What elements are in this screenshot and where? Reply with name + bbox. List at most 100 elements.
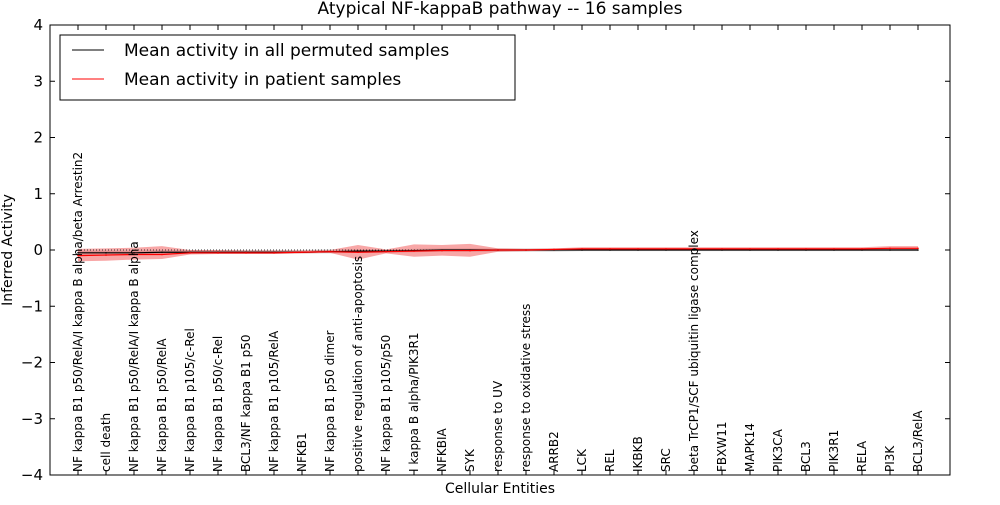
line-patient-point: [189, 252, 191, 254]
y-tick-label: −2: [21, 354, 43, 372]
legend-label-patient: Mean activity in patient samples: [124, 70, 401, 90]
y-tick-label: 3: [33, 72, 43, 90]
x-tick-label: RELA: [855, 440, 869, 472]
line-patient-point: [609, 248, 611, 250]
line-permuted-point: [161, 251, 163, 254]
x-tick-label: NF kappa B1 p105/p50: [379, 335, 393, 472]
chart-legend: Mean activity in all permuted samples Me…: [59, 34, 516, 101]
x-tick-label: NF kappa B1 p50/c-Rel: [211, 336, 225, 472]
line-patient-point: [525, 249, 527, 251]
line-permuted-point: [77, 252, 79, 254]
line-patient-point: [581, 248, 583, 250]
line-patient-point: [469, 249, 471, 252]
line-permuted-point: [665, 249, 667, 251]
x-tick-label: IKBKB: [631, 436, 645, 472]
line-patient-point: [245, 252, 247, 254]
x-tick-label: NF kappa B1 p105/RelA: [267, 330, 281, 472]
x-tick-label: PI3K: [883, 445, 897, 472]
series-lines: [77, 247, 919, 257]
line-patient-point: [413, 250, 415, 252]
line-permuted-point: [105, 252, 107, 254]
line-patient-point: [917, 247, 919, 250]
line-permuted-point: [805, 249, 807, 251]
line-patient-point: [105, 254, 107, 256]
x-tick-label: BCL3: [799, 441, 813, 472]
line-patient-point: [777, 248, 779, 250]
y-tick-label: −1: [21, 297, 43, 315]
line-permuted-point: [721, 249, 723, 251]
line-patient-point: [637, 248, 639, 250]
line-permuted-point: [777, 249, 779, 251]
band-patient: [78, 243, 918, 262]
line-permuted-point: [581, 249, 583, 251]
x-tick-label: response to UV: [491, 380, 505, 472]
line-patient-point: [329, 250, 331, 253]
x-tick-label: BCL3/RelA: [911, 410, 925, 472]
x-tick-label: I kappa B alpha/PIK3R1: [407, 333, 421, 472]
x-axis-category-labels: NF kappa B1 p50/RelA/I kappa B alpha/bet…: [71, 25, 925, 475]
line-patient-point: [497, 249, 499, 251]
line-patient-point: [133, 253, 135, 256]
line-permuted-point: [133, 252, 135, 254]
line-permuted-point: [357, 250, 359, 252]
x-tick-label: FBXW11: [715, 422, 729, 473]
line-patient-point: [665, 248, 667, 250]
x-tick-label: PIK3CA: [771, 428, 785, 472]
x-tick-label: BCL3/NF kappa B1 p50: [239, 334, 253, 472]
x-tick-label: NFKB1: [295, 432, 309, 472]
line-patient-point: [441, 249, 443, 252]
x-tick-label: positive regulation of anti-apoptosis: [351, 256, 365, 472]
line-permuted-point: [693, 249, 695, 251]
x-axis-label: Cellular Entities: [445, 481, 555, 497]
x-tick-label: NF kappa B1 p50/RelA: [155, 338, 169, 472]
y-axis-ticks: −4 −3 −2 −1 0 1 2 3 4: [21, 16, 950, 484]
y-tick-label: −3: [21, 410, 43, 428]
x-tick-label: PIK3R1: [827, 430, 841, 472]
line-patient-point: [861, 248, 863, 250]
line-permuted-point: [861, 249, 863, 251]
line-patient-point: [805, 248, 807, 250]
line-permuted-point: [889, 249, 891, 251]
y-tick-label: 1: [33, 185, 43, 203]
y-tick-label: −4: [21, 466, 43, 484]
x-tick-label: NF kappa B1 p50/RelA/I kappa B alpha/bet…: [71, 152, 85, 472]
legend-label-permuted: Mean activity in all permuted samples: [124, 41, 449, 61]
x-tick-label: SRC: [659, 448, 673, 472]
x-tick-label: NF kappa B1 p50 dimer: [323, 330, 337, 472]
line-permuted-point: [917, 249, 919, 251]
line-patient-point: [301, 251, 303, 254]
line-patient-point: [385, 250, 387, 253]
y-tick-label: 2: [33, 129, 43, 147]
line-permuted-point: [833, 249, 835, 251]
x-tick-label: LCK: [575, 448, 589, 472]
x-tick-label: NF kappa B1 p50/RelA/I kappa B alpha: [127, 241, 141, 472]
line-patient-point: [77, 254, 79, 257]
line-patient-point: [161, 253, 163, 256]
y-tick-label: 0: [33, 241, 43, 259]
line-patient-point: [749, 248, 751, 250]
line-patient-point: [721, 248, 723, 250]
line-patient-point: [693, 248, 695, 250]
x-tick-label: cell death: [99, 413, 113, 472]
line-permuted-point: [609, 249, 611, 251]
line-permuted-point: [749, 249, 751, 251]
x-tick-label: response to oxidative stress: [519, 304, 533, 472]
line-patient-point: [889, 247, 891, 250]
line-patient-point: [553, 248, 555, 251]
legend-box: [59, 34, 516, 101]
line-patient-point: [357, 251, 359, 254]
line-patient-point: [833, 248, 835, 250]
x-tick-label: NFKBIA: [435, 427, 449, 472]
x-tick-label: SYK: [463, 448, 477, 472]
y-axis-label: Inferred Activity: [0, 194, 16, 306]
x-tick-label: MAPK14: [743, 423, 757, 472]
x-tick-label: REL: [603, 449, 617, 472]
line-permuted-point: [637, 249, 639, 251]
line-patient-point: [273, 252, 275, 254]
chart-title: Atypical NF-kappaB pathway -- 16 samples: [318, 0, 683, 19]
y-tick-label: 4: [33, 16, 43, 34]
x-tick-label: ARRB2: [547, 431, 561, 472]
line-patient-point: [217, 252, 219, 254]
